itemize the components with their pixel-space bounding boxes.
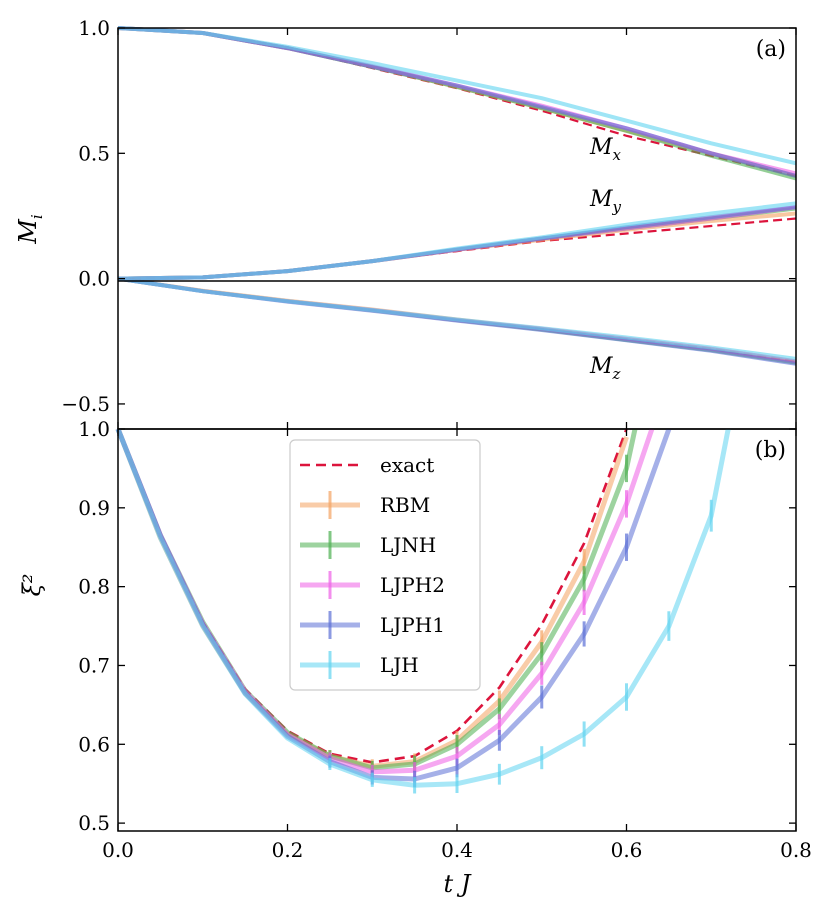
legend-label-ljh: LJH — [380, 653, 419, 677]
panel-b-series — [115, 428, 731, 794]
line-mx-ljh — [117, 26, 797, 166]
annotation-mz: Mz — [589, 354, 621, 383]
b-xtick-label: 0.2 — [272, 838, 304, 862]
panel-a: −0.5 0.0 0.5 1.0 (a) Mx My Mz Mi — [14, 16, 797, 430]
b-xtick-label: 0.6 — [611, 838, 643, 862]
panel-b-label: (b) — [755, 438, 786, 463]
line-my-rbm — [117, 211, 797, 281]
line-mx-rbm — [117, 26, 797, 178]
panel-b: 0.0 0.2 0.4 0.6 0.8 0.5 0.6 0.7 0.8 0.9 1.0 (b) ξ²… — [18, 417, 812, 898]
line-my-ljh — [117, 201, 797, 281]
line-mx-ljph1 — [117, 26, 797, 178]
legend-label-rbm: RBM — [380, 493, 430, 517]
b-ytick-label: 1.0 — [78, 417, 110, 441]
legend-label-ljnh: LJNH — [380, 533, 436, 557]
legend-label-ljph2: LJPH2 — [380, 573, 445, 597]
b-ytick-label: 0.9 — [78, 496, 110, 520]
a-ytick-label: −0.5 — [61, 392, 110, 416]
line-mz-ljh — [117, 276, 797, 361]
panel-a-ylabel: Mi — [14, 214, 46, 245]
annotation-my: My — [589, 187, 622, 216]
b-ytick-label: 0.7 — [78, 653, 110, 677]
curve-ljh — [115, 428, 731, 788]
b-ytick-label: 0.5 — [78, 811, 110, 835]
panel-a-label: (a) — [756, 37, 786, 62]
b-xtick-label: 0.0 — [102, 838, 134, 862]
b-ytick-label: 0.6 — [78, 732, 110, 756]
panel-b-ticks: 0.0 0.2 0.4 0.6 0.8 0.5 0.6 0.7 0.8 0.9 1.0 — [78, 417, 812, 862]
legend-label-exact: exact — [380, 453, 434, 477]
legend: exact RBM LJNH LJPH2 LJPH1 LJH — [289, 439, 481, 691]
a-ytick-label: 0.5 — [78, 141, 110, 165]
panel-b-xlabel: t J — [444, 870, 472, 898]
panel-a-ticks: −0.5 0.0 0.5 1.0 — [61, 16, 797, 429]
panel-b-ylabel: ξ² — [18, 574, 46, 597]
panel-a-series — [117, 26, 797, 366]
line-mx-exact — [117, 26, 797, 177]
line-my-ljph1 — [117, 205, 797, 281]
b-xtick-label: 0.4 — [441, 838, 473, 862]
a-ytick-label: 0.0 — [78, 267, 110, 291]
b-ytick-label: 0.8 — [78, 575, 110, 599]
a-ytick-label: 1.0 — [78, 16, 110, 40]
b-xtick-label: 0.8 — [780, 838, 812, 862]
legend-label-ljph1: LJPH1 — [380, 613, 445, 637]
line-mx-ljnh — [117, 26, 797, 181]
annotation-mx: Mx — [589, 135, 622, 164]
